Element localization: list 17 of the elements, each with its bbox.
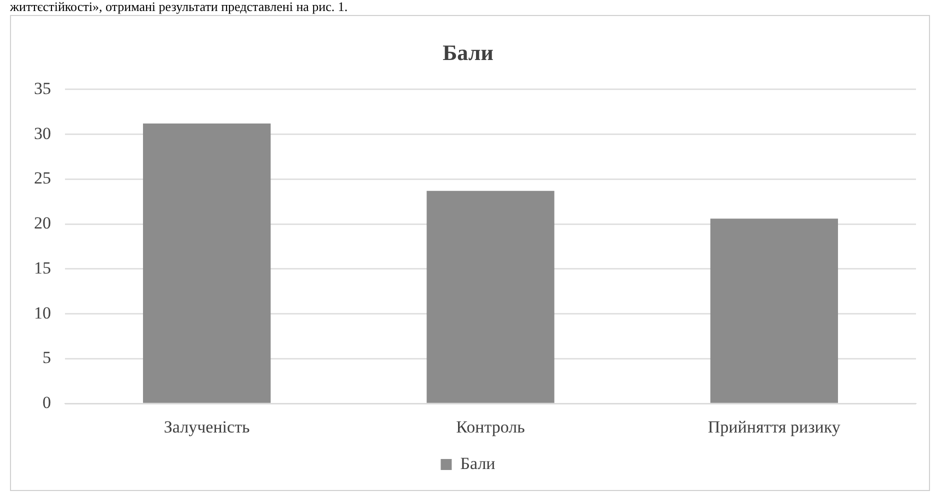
y-tick-label: 35: [34, 78, 51, 98]
legend-label: Бали: [460, 454, 496, 473]
y-tick-label: 25: [34, 168, 51, 188]
y-tick-label: 0: [42, 393, 51, 412]
bar: [426, 190, 554, 403]
bar: [143, 124, 271, 403]
text: життєстійкості», отримані результати представлені на рис. 1.: [10, 0, 348, 14]
y-tick-label: 10: [34, 303, 51, 322]
y-tick-label: 15: [34, 258, 51, 278]
y-tick-label: 20: [34, 214, 51, 233]
y-tick-label: 5: [42, 348, 51, 368]
x-tick-label: Прийняття ризику: [708, 417, 841, 436]
x-tick-label: Залученість: [164, 417, 250, 436]
y-tick-label: 30: [34, 124, 51, 143]
bar: [710, 218, 838, 403]
chart-title: Бали: [442, 40, 494, 65]
x-tick-label: Контроль: [456, 417, 526, 436]
